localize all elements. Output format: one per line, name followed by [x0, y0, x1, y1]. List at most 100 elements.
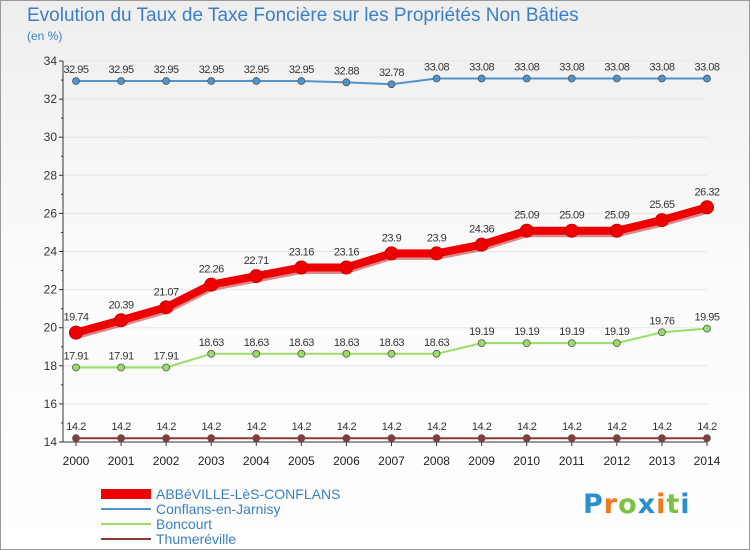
y-tick-label: 32 [44, 92, 58, 106]
data-label: 26.32 [694, 186, 719, 198]
data-point [429, 246, 444, 261]
data-point [654, 213, 669, 228]
data-label: 25.65 [649, 199, 674, 211]
data-point [117, 77, 125, 85]
data-label: 33.08 [694, 62, 719, 74]
data-point [342, 78, 351, 87]
data-label: 14.2 [562, 421, 582, 433]
data-point [567, 74, 576, 83]
x-tick-label: 2011 [559, 454, 585, 468]
data-point [477, 74, 486, 83]
data-point [703, 74, 711, 83]
legend-label: ABBéVILLE-LèS-CONFLANS [156, 486, 341, 502]
data-label: 33.08 [649, 62, 674, 74]
data-label: 23.9 [427, 232, 447, 244]
y-tick-label: 18 [44, 359, 58, 373]
x-tick-label: 2004 [243, 454, 270, 468]
chart-title: Evolution du Taux de Taxe Foncière sur l… [27, 5, 579, 26]
data-label: 25.09 [514, 210, 539, 222]
data-label: 14.2 [247, 421, 267, 433]
data-point [432, 349, 441, 358]
data-point [519, 223, 534, 238]
data-point [432, 434, 441, 443]
data-point [162, 363, 171, 372]
data-label: 32.95 [109, 64, 134, 76]
x-tick-label: 2013 [649, 454, 676, 468]
data-label: 25.09 [559, 210, 584, 222]
y-tick-label: 22 [44, 283, 58, 297]
data-point [387, 434, 396, 443]
data-point [522, 434, 531, 443]
y-tick-label: 14 [44, 435, 58, 449]
data-point [564, 223, 579, 238]
logo-letter: t [666, 489, 681, 520]
data-label: 18.63 [289, 337, 314, 349]
legend-swatch [101, 523, 151, 525]
data-point [700, 200, 714, 215]
data-label: 19.76 [649, 315, 674, 327]
data-label: 33.08 [559, 62, 584, 74]
data-point [522, 74, 531, 83]
data-point [342, 434, 351, 443]
y-tick-label: 28 [44, 168, 58, 182]
data-point [207, 349, 216, 358]
data-point [658, 74, 666, 83]
data-label: 32.95 [289, 64, 314, 76]
data-point [207, 434, 216, 443]
data-point [162, 434, 171, 443]
logo-letter: o [618, 489, 638, 520]
data-point [297, 434, 306, 443]
y-tick-label: 24 [44, 245, 58, 259]
data-label: 25.09 [604, 210, 629, 222]
data-point [339, 260, 354, 275]
data-point [567, 434, 576, 443]
y-tick-label: 30 [44, 130, 58, 144]
data-label: 14.2 [517, 421, 537, 433]
y-tick-label: 26 [44, 206, 58, 220]
logo-letter: r [603, 489, 619, 520]
data-point [162, 77, 171, 85]
legend-label: Boncourt [156, 516, 213, 532]
data-label: 14.2 [472, 421, 492, 433]
data-label: 19.74 [63, 312, 88, 324]
data-label: 14.2 [382, 421, 402, 433]
x-tick-label: 2014 [694, 454, 721, 468]
data-point [117, 363, 125, 372]
x-tick-label: 2002 [153, 454, 180, 468]
data-label: 14.2 [202, 421, 222, 433]
data-point [159, 300, 174, 315]
data-point [117, 434, 125, 443]
logo-letter: i [656, 489, 667, 520]
data-label: 14.2 [607, 421, 627, 433]
data-label: 19.19 [514, 326, 539, 338]
data-point [249, 269, 264, 284]
data-point [342, 349, 351, 358]
data-label: 32.78 [379, 67, 404, 79]
data-label: 22.26 [199, 264, 224, 276]
data-label: 19.19 [469, 326, 494, 338]
data-label: 32.95 [154, 64, 179, 76]
data-label: 32.95 [244, 64, 269, 76]
data-point [297, 77, 306, 85]
data-point [204, 277, 219, 292]
legend-label: Conflans-en-Jarnisy [156, 501, 281, 517]
data-point [207, 77, 216, 85]
data-label: 14.2 [111, 421, 131, 433]
data-label: 33.08 [424, 62, 449, 74]
data-point [387, 80, 396, 89]
x-tick-label: 2000 [63, 454, 90, 468]
data-point [387, 349, 396, 358]
data-point [477, 434, 486, 443]
data-point [72, 77, 80, 85]
data-point [477, 339, 486, 348]
data-point [522, 339, 531, 348]
data-label: 19.95 [694, 312, 719, 324]
data-label: 18.63 [334, 337, 359, 349]
data-label: 19.19 [559, 326, 584, 338]
data-point [612, 434, 621, 443]
data-point [252, 434, 261, 443]
legend-swatch [101, 489, 151, 499]
x-tick-label: 2001 [108, 454, 135, 468]
